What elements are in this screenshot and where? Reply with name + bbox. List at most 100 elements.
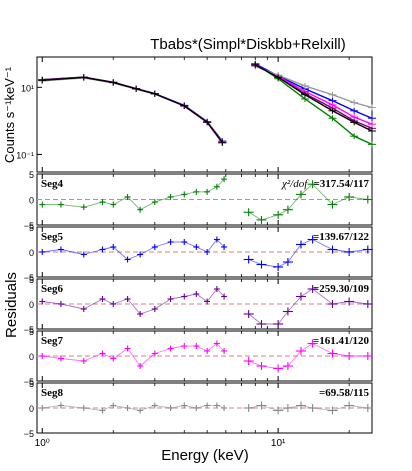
residual-trend bbox=[139, 201, 156, 211]
residual-trend bbox=[83, 201, 103, 208]
residual-trend bbox=[139, 308, 155, 315]
residual-trend bbox=[60, 249, 84, 255]
residual-y-tick-label: 5 bbox=[29, 223, 34, 233]
segment-label: Seg5 bbox=[41, 231, 64, 243]
residual-y-tick-label: 5 bbox=[29, 275, 34, 285]
residual-trend bbox=[42, 249, 61, 253]
residual-trend bbox=[102, 353, 114, 359]
spectrum-y-tick-label: 10¹ bbox=[21, 83, 34, 93]
residual-trend bbox=[60, 405, 84, 409]
x-axis-label: Energy (keV) bbox=[161, 447, 249, 464]
residual-trend bbox=[261, 405, 279, 411]
residual-trend bbox=[206, 239, 218, 253]
residual-trend bbox=[312, 288, 333, 305]
residual-trend bbox=[287, 296, 302, 312]
chi2-dof-label: χ²/dof bbox=[281, 178, 309, 190]
residual-trend bbox=[277, 311, 289, 325]
residual-y-tick-label: −5 bbox=[24, 325, 34, 335]
segment-label: Seg7 bbox=[41, 335, 64, 347]
spectrum-y-tick-label: 10⁻¹ bbox=[16, 150, 34, 160]
residual-trend bbox=[277, 261, 289, 268]
residual-trend bbox=[113, 348, 128, 359]
residual-trend bbox=[287, 350, 302, 367]
residual-trend bbox=[139, 405, 155, 411]
residual-trend bbox=[83, 353, 103, 362]
residual-trend bbox=[248, 313, 262, 325]
residual-y-tick-label: −5 bbox=[24, 273, 34, 283]
residual-trend bbox=[83, 407, 103, 411]
residual-trend bbox=[102, 298, 114, 305]
residual-y-tick-label: −5 bbox=[24, 429, 34, 439]
residual-trend bbox=[102, 405, 114, 411]
residual-trend bbox=[248, 259, 262, 265]
residual-trend bbox=[127, 348, 141, 367]
residual-trend bbox=[60, 303, 84, 310]
residual-trend bbox=[287, 194, 302, 210]
residual-trend bbox=[332, 196, 350, 206]
residual-trend bbox=[42, 355, 61, 359]
residual-y-tick-label: 0 bbox=[29, 404, 34, 414]
residual-trend bbox=[216, 288, 225, 297]
residual-trend bbox=[261, 214, 279, 221]
fit-statistic-value: =139.67/122 bbox=[313, 231, 370, 243]
spectrum-series-line bbox=[255, 65, 373, 109]
residual-trend bbox=[277, 209, 289, 216]
residual-y-tick-label: 0 bbox=[29, 352, 34, 362]
residual-trend bbox=[312, 183, 333, 205]
residual-y-tick-label: 5 bbox=[29, 327, 34, 337]
residual-trend bbox=[300, 343, 313, 352]
residual-trend bbox=[154, 241, 171, 248]
spectrum-y-axis-label: Counts s⁻¹keV⁻¹ bbox=[2, 66, 17, 163]
residual-trend bbox=[248, 211, 262, 221]
residual-trend bbox=[196, 246, 208, 253]
residual-trend bbox=[216, 178, 225, 188]
residual-trend bbox=[113, 298, 128, 305]
residual-trend bbox=[312, 343, 333, 354]
fit-statistic-value: =69.58/115 bbox=[319, 387, 369, 399]
residual-trend bbox=[216, 343, 225, 352]
residual-trend bbox=[139, 353, 156, 367]
residual-trend bbox=[154, 348, 171, 354]
residual-trend bbox=[206, 288, 218, 302]
residual-trend bbox=[184, 241, 197, 248]
residual-trend bbox=[60, 358, 84, 362]
residual-y-tick-label: 5 bbox=[29, 379, 34, 389]
residual-trend bbox=[127, 254, 141, 260]
spectrum-series-line bbox=[42, 76, 223, 143]
residual-trend bbox=[312, 239, 333, 250]
segment-label: Seg8 bbox=[41, 387, 64, 399]
residual-trend bbox=[287, 244, 302, 263]
residual-y-tick-label: −5 bbox=[24, 377, 34, 387]
residual-trend bbox=[196, 345, 208, 352]
residual-trend bbox=[332, 405, 350, 411]
residual-trend bbox=[248, 360, 262, 367]
residual-y-tick-label: 5 bbox=[29, 170, 34, 180]
residual-trend bbox=[139, 246, 156, 255]
residual-trend bbox=[206, 186, 218, 193]
residual-y-tick-label: 0 bbox=[29, 196, 34, 206]
spectrum-panel-frame bbox=[36, 56, 373, 173]
residual-trend bbox=[127, 298, 141, 315]
residual-trend bbox=[206, 343, 218, 352]
residual-trend bbox=[42, 405, 61, 409]
fit-statistic-value: =259.30/109 bbox=[313, 283, 370, 295]
fit-statistic-value: =161.41/120 bbox=[313, 335, 370, 347]
plot-area: 10⁻¹ 10¹ −5 0 5 Seg4 χ²/dof =317.54/117 −5 0 5 Seg5… bbox=[16, 56, 376, 449]
residual-trend bbox=[154, 196, 171, 203]
residual-trend bbox=[154, 298, 171, 310]
residual-y-tick-label: −5 bbox=[24, 221, 34, 231]
residual-trend bbox=[300, 288, 313, 297]
residual-y-tick-label: 0 bbox=[29, 248, 34, 258]
residual-trend bbox=[216, 239, 225, 248]
residuals-y-axis-label: Residuals bbox=[3, 272, 20, 338]
segment-label: Seg4 bbox=[41, 178, 64, 190]
residual-trend bbox=[127, 196, 141, 211]
x-tick-label: 10⁰ bbox=[35, 438, 50, 449]
residual-trend bbox=[42, 301, 61, 305]
residual-trend bbox=[300, 183, 313, 195]
residual-trend bbox=[196, 293, 208, 302]
residual-trend bbox=[60, 204, 84, 208]
residual-y-tick-label: 0 bbox=[29, 300, 34, 310]
residual-trend bbox=[112, 246, 128, 260]
